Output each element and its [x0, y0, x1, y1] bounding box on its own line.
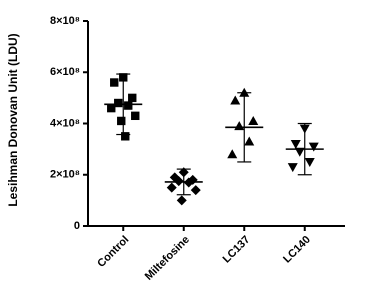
y-tick-label: 8×10⁸: [50, 15, 80, 27]
data-point: [308, 142, 319, 152]
data-point: [183, 177, 194, 188]
data-point: [299, 124, 310, 134]
y-tick-label: 4×10⁸: [50, 117, 80, 129]
data-point: [290, 140, 301, 149]
x-tick-label: Control: [95, 234, 131, 270]
data-point: [239, 87, 250, 97]
data-point: [190, 185, 201, 196]
x-tick-label: LC140: [281, 234, 313, 266]
data-point: [287, 163, 298, 173]
data-point: [304, 157, 315, 167]
data-point: [128, 93, 137, 103]
data-point: [107, 103, 116, 113]
data-point: [110, 78, 119, 87]
data-point: [121, 132, 130, 141]
y-tick-label: 2×10⁸: [50, 169, 80, 181]
x-tick-label: LC137: [221, 234, 253, 266]
data-point: [227, 149, 238, 159]
data-point: [114, 98, 123, 108]
data-point: [230, 95, 241, 105]
y-tick-label: 6×10⁸: [50, 66, 80, 78]
data-point: [131, 111, 140, 121]
data-point: [248, 115, 259, 125]
data-point: [117, 116, 126, 126]
data-point: [173, 176, 184, 187]
data-point: [244, 136, 255, 146]
data-point: [176, 195, 187, 206]
data-point: [178, 167, 189, 178]
data-point: [294, 147, 305, 157]
y-axis-title: Lesihman Donovan Unit (LDU): [6, 33, 20, 206]
data-point: [234, 121, 245, 131]
y-tick-label: 0: [74, 220, 80, 232]
data-point: [166, 182, 177, 193]
data-point: [124, 101, 133, 110]
data-point: [119, 73, 128, 82]
x-tick-label: Miltefosine: [143, 234, 192, 283]
